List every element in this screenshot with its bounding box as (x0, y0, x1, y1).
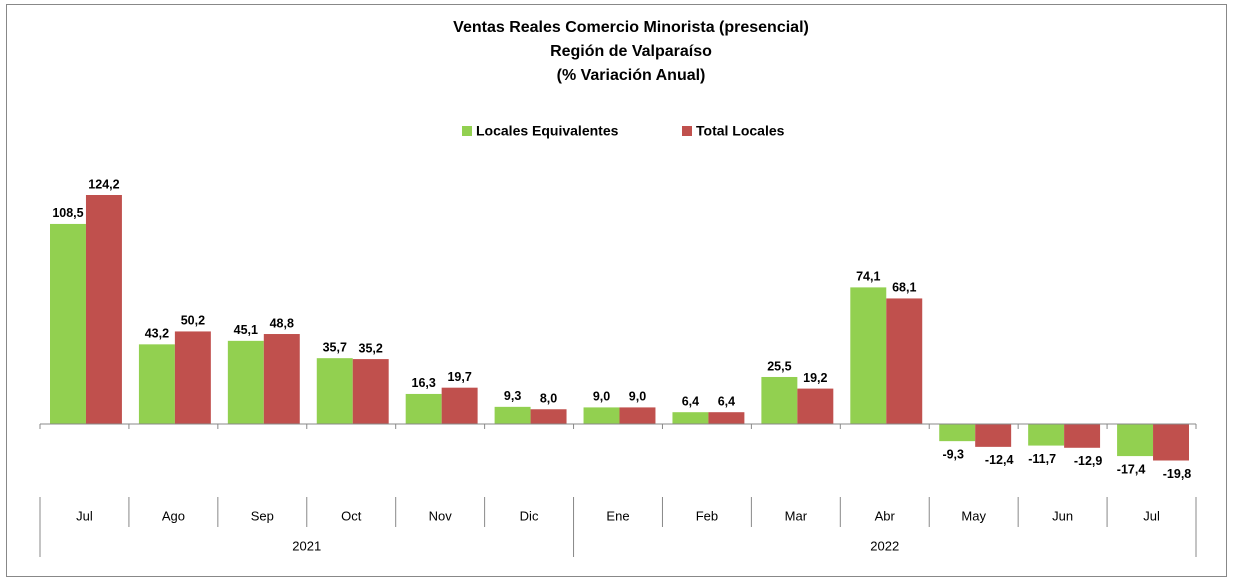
value-label: -12,4 (985, 453, 1014, 467)
bar (263, 334, 300, 424)
value-label: 8,0 (540, 392, 557, 406)
x-tick-label: Sep (251, 508, 274, 523)
x-tick-label: Nov (429, 508, 453, 523)
chart-title: Ventas Reales Comercio Minorista (presen… (453, 19, 809, 36)
value-label: 16,3 (412, 376, 436, 390)
bar (1153, 424, 1189, 461)
bar (352, 359, 389, 424)
bar (761, 376, 798, 424)
value-label: 45,1 (234, 323, 258, 337)
x-tick-label: Ago (162, 508, 185, 523)
bar (1117, 424, 1154, 457)
bar (708, 412, 745, 424)
value-label: 43,2 (145, 327, 169, 341)
value-label: 9,3 (504, 389, 521, 403)
value-label: 25,5 (767, 359, 791, 373)
bar (174, 331, 211, 424)
value-label: 6,4 (718, 394, 735, 408)
x-tick-label: Jul (1143, 508, 1160, 523)
x-tick-label: May (961, 508, 986, 523)
value-label: -12,9 (1074, 454, 1103, 468)
value-label: 74,1 (856, 270, 880, 284)
bar (1028, 424, 1065, 446)
bar (1064, 424, 1101, 448)
value-label: 19,2 (803, 371, 827, 385)
legend-swatch (462, 126, 472, 136)
x-tick-label: Jun (1052, 508, 1073, 523)
value-label: 9,0 (593, 390, 610, 404)
value-label: -17,4 (1117, 462, 1146, 476)
x-tick-label: Ene (606, 508, 629, 523)
value-label: 6,4 (682, 394, 699, 408)
bar (50, 223, 86, 424)
bar (886, 298, 923, 424)
x-tick-label: Jul (76, 508, 93, 523)
value-label: 48,8 (270, 316, 294, 330)
bar (138, 344, 175, 424)
bar (441, 387, 478, 424)
bar (619, 407, 656, 424)
value-label: 124,2 (88, 177, 119, 191)
legend-label: Total Locales (696, 123, 785, 139)
chart-frame (6, 4, 1227, 577)
x-tick-label: Mar (785, 508, 808, 523)
x-tick-label: Oct (341, 508, 362, 523)
value-label: -9,3 (942, 447, 964, 461)
x-tick-label: Abr (875, 508, 896, 523)
bar (85, 195, 122, 424)
bar (797, 388, 834, 424)
bar (405, 393, 442, 424)
value-label: 50,2 (181, 314, 205, 328)
bar (583, 407, 620, 424)
bar (850, 287, 887, 424)
bar (316, 358, 353, 424)
year-label: 2022 (870, 538, 899, 553)
x-tick-label: Dic (520, 508, 539, 523)
bar (939, 424, 976, 442)
bar (975, 424, 1012, 447)
year-label: 2021 (292, 538, 321, 553)
value-label: 35,7 (323, 340, 347, 354)
bar (530, 409, 567, 424)
x-tick-label: Feb (696, 508, 718, 523)
value-label: 19,7 (447, 370, 471, 384)
chart-title: (% Variación Anual) (557, 67, 706, 84)
value-label: 9,0 (629, 390, 646, 404)
bar (227, 340, 264, 424)
legend-swatch (682, 126, 692, 136)
chart-title: Región de Valparaíso (550, 43, 712, 60)
value-label: 108,5 (52, 206, 83, 220)
bar (672, 412, 709, 424)
value-label: -11,7 (1028, 452, 1056, 466)
value-label: 35,2 (359, 341, 383, 355)
bar (494, 406, 531, 424)
value-label: -19,8 (1163, 467, 1192, 481)
legend-label: Locales Equivalentes (476, 123, 619, 139)
value-label: 68,1 (892, 281, 916, 295)
